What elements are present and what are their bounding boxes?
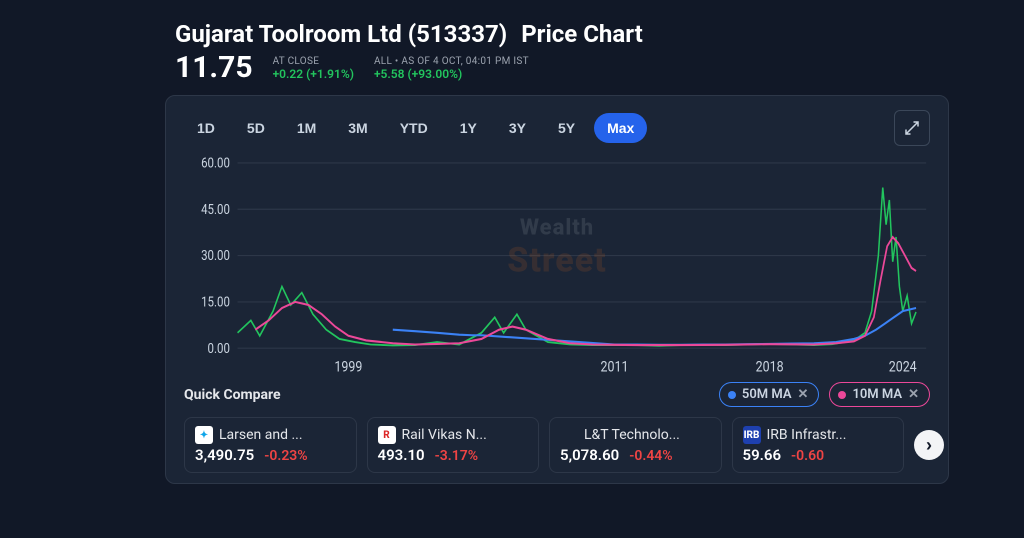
range-3y[interactable]: 3Y (496, 113, 539, 143)
expand-button[interactable] (894, 110, 930, 146)
series-price (238, 188, 916, 346)
x-axis-label: 1999 (334, 358, 362, 375)
ma-pill-label: 50M MA (742, 387, 792, 402)
dot-icon (838, 391, 846, 399)
compare-tile[interactable]: ✦ Larsen and ... 3,490.75 -0.23% (184, 417, 357, 473)
ma-pill-50m-ma[interactable]: 50M MA ✕ (719, 382, 820, 407)
company-name: Gujarat Toolroom Ltd (513337) (175, 20, 507, 48)
close-icon[interactable]: ✕ (798, 387, 809, 402)
range-5y[interactable]: 5Y (545, 113, 588, 143)
series-10m-ma (255, 237, 916, 345)
all-time-label: ALL • AS OF 4 OCT, 04:01 PM IST (374, 56, 529, 67)
compare-change: -3.17% (435, 448, 478, 464)
chevron-right-icon: › (926, 435, 932, 456)
compare-tile[interactable]: L&T Technolo... 5,078.60 -0.44% (549, 417, 722, 473)
company-logo-icon: ✦ (195, 426, 213, 444)
compare-row: Quick Compare 50M MA ✕ 10M MA ✕ (184, 382, 930, 407)
compare-name: Larsen and ... (219, 427, 303, 443)
price-chart[interactable]: 0.00 15.00 30.00 45.00 60.00 1999 2011 2018 2024 (184, 156, 930, 376)
range-1d[interactable]: 1D (184, 113, 228, 143)
y-axis-label: 60.00 (201, 156, 230, 172)
compare-price: 493.10 (378, 446, 425, 464)
compare-change: -0.44% (629, 448, 672, 464)
company-logo-icon: R (378, 426, 396, 444)
all-time-change: +5.58 (+93.00%) (374, 67, 529, 81)
compare-tile[interactable]: R Rail Vikas N... 493.10 -3.17% (367, 417, 540, 473)
at-close-label: AT CLOSE (273, 56, 354, 67)
at-close-change: +0.22 (+1.91%) (273, 67, 354, 81)
range-3m[interactable]: 3M (335, 113, 380, 143)
series-50m-ma (393, 308, 916, 345)
compare-tiles: ✦ Larsen and ... 3,490.75 -0.23% R Rail Vikas… (184, 417, 930, 473)
price-value: 11.75 (175, 50, 253, 85)
range-1m[interactable]: 1M (284, 113, 329, 143)
header: Gujarat Toolroom Ltd (513337) Price Char… (175, 20, 994, 85)
chart-area: Wealth Street 0.0015.0030.0045.0060.0019… (184, 156, 930, 376)
ma-pill-10m-ma[interactable]: 10M MA ✕ (829, 382, 930, 407)
compare-price: 59.66 (743, 446, 782, 464)
compare-change: -0.60 (791, 448, 824, 464)
company-logo-icon: IRB (743, 426, 761, 444)
range-5d[interactable]: 5D (234, 113, 278, 143)
compare-name: Rail Vikas N... (402, 427, 487, 443)
range-selector: 1D5D1M3MYTD1Y3Y5YMax (184, 110, 930, 146)
compare-price: 3,490.75 (195, 446, 254, 464)
compare-name: L&T Technolo... (584, 427, 680, 443)
compare-price: 5,078.60 (560, 446, 619, 464)
ma-pill-label: 10M MA (852, 387, 902, 402)
compare-change: -0.23% (264, 448, 307, 464)
close-icon[interactable]: ✕ (908, 387, 919, 402)
x-axis-label: 2018 (756, 358, 784, 375)
dot-icon (728, 391, 736, 399)
range-1y[interactable]: 1Y (447, 113, 490, 143)
scroll-right-button[interactable]: › (914, 430, 944, 460)
x-axis-label: 2024 (889, 358, 917, 375)
y-axis-label: 30.00 (201, 248, 230, 264)
y-axis-label: 15.00 (201, 295, 230, 311)
compare-name: IRB Infrastr... (767, 427, 847, 443)
y-axis-label: 45.00 (201, 202, 230, 218)
company-logo-icon (560, 426, 578, 444)
compare-tile[interactable]: IRB IRB Infrastr... 59.66 -0.60 (732, 417, 905, 473)
x-axis-label: 2011 (600, 358, 628, 375)
expand-icon (903, 119, 921, 137)
chart-title: Price Chart (521, 20, 643, 48)
quick-compare-label: Quick Compare (184, 387, 281, 403)
range-ytd[interactable]: YTD (387, 113, 441, 143)
y-axis-label: 0.00 (208, 341, 230, 357)
range-max[interactable]: Max (594, 113, 647, 143)
chart-panel: 1D5D1M3MYTD1Y3Y5YMax Wealth Street 0.001… (165, 95, 949, 484)
